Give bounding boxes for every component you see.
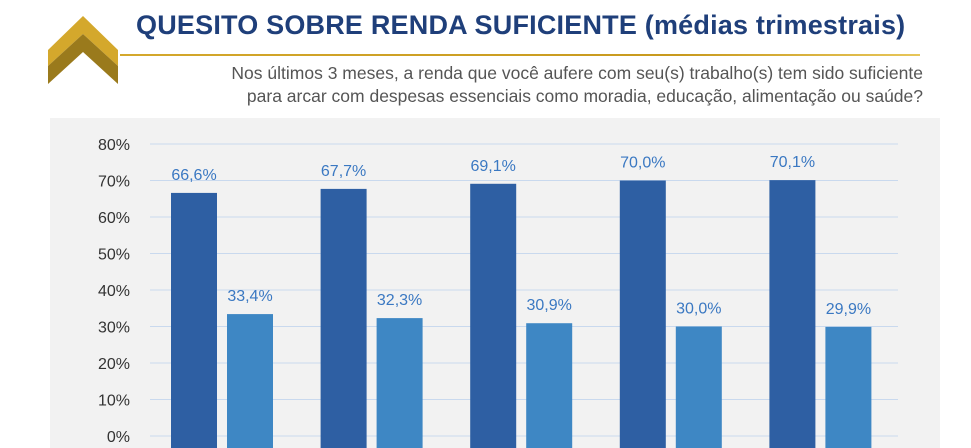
data-label: 66,6% — [171, 167, 216, 184]
y-tick-label: 70% — [98, 174, 130, 191]
data-label: 69,1% — [471, 158, 516, 175]
bar-series-1 — [470, 184, 516, 448]
data-label: 30,9% — [527, 297, 572, 314]
question-line-1: Nos últimos 3 meses, a renda que você au… — [126, 62, 923, 85]
data-label: 33,4% — [227, 288, 272, 305]
brand-logo-icon — [48, 16, 118, 84]
y-tick-label: 60% — [98, 210, 130, 227]
bar-series-1 — [321, 189, 367, 448]
bar-series-1 — [620, 181, 666, 448]
data-label: 29,9% — [826, 301, 871, 318]
bar-series-2 — [526, 323, 572, 448]
y-tick-label: 50% — [98, 247, 130, 264]
bar-series-1 — [769, 180, 815, 448]
bar-series-2 — [825, 327, 871, 448]
bar-series-2 — [227, 314, 273, 448]
data-label: 70,1% — [770, 154, 815, 171]
y-tick-label: 20% — [98, 356, 130, 373]
y-tick-label: 80% — [98, 137, 130, 154]
data-label: 67,7% — [321, 163, 366, 180]
y-tick-label: 30% — [98, 320, 130, 337]
question-line-2: para arcar com despesas essenciais como … — [126, 85, 923, 108]
y-tick-label: 40% — [98, 283, 130, 300]
bar-series-2 — [676, 327, 722, 448]
bar-series-2 — [377, 318, 423, 448]
bar-series-1 — [171, 193, 217, 448]
page-title: QUESITO SOBRE RENDA SUFICIENTE (médias t… — [136, 10, 926, 41]
data-label: 70,0% — [620, 155, 665, 172]
data-label: 30,0% — [676, 301, 721, 318]
bar-chart: 0% 10% 20% 30% 40% 50% 60% 70% 80% 66,6% 67,7% 69,1… — [50, 118, 940, 448]
data-label: 32,3% — [377, 292, 422, 309]
question-text: Nos últimos 3 meses, a renda que você au… — [126, 62, 923, 108]
y-tick-label: 10% — [98, 393, 130, 410]
chart-area: 0% 10% 20% 30% 40% 50% 60% 70% 80% 66,6% 67,7% 69,1… — [50, 118, 940, 448]
y-tick-label: 0% — [107, 429, 130, 446]
title-divider — [120, 54, 920, 56]
